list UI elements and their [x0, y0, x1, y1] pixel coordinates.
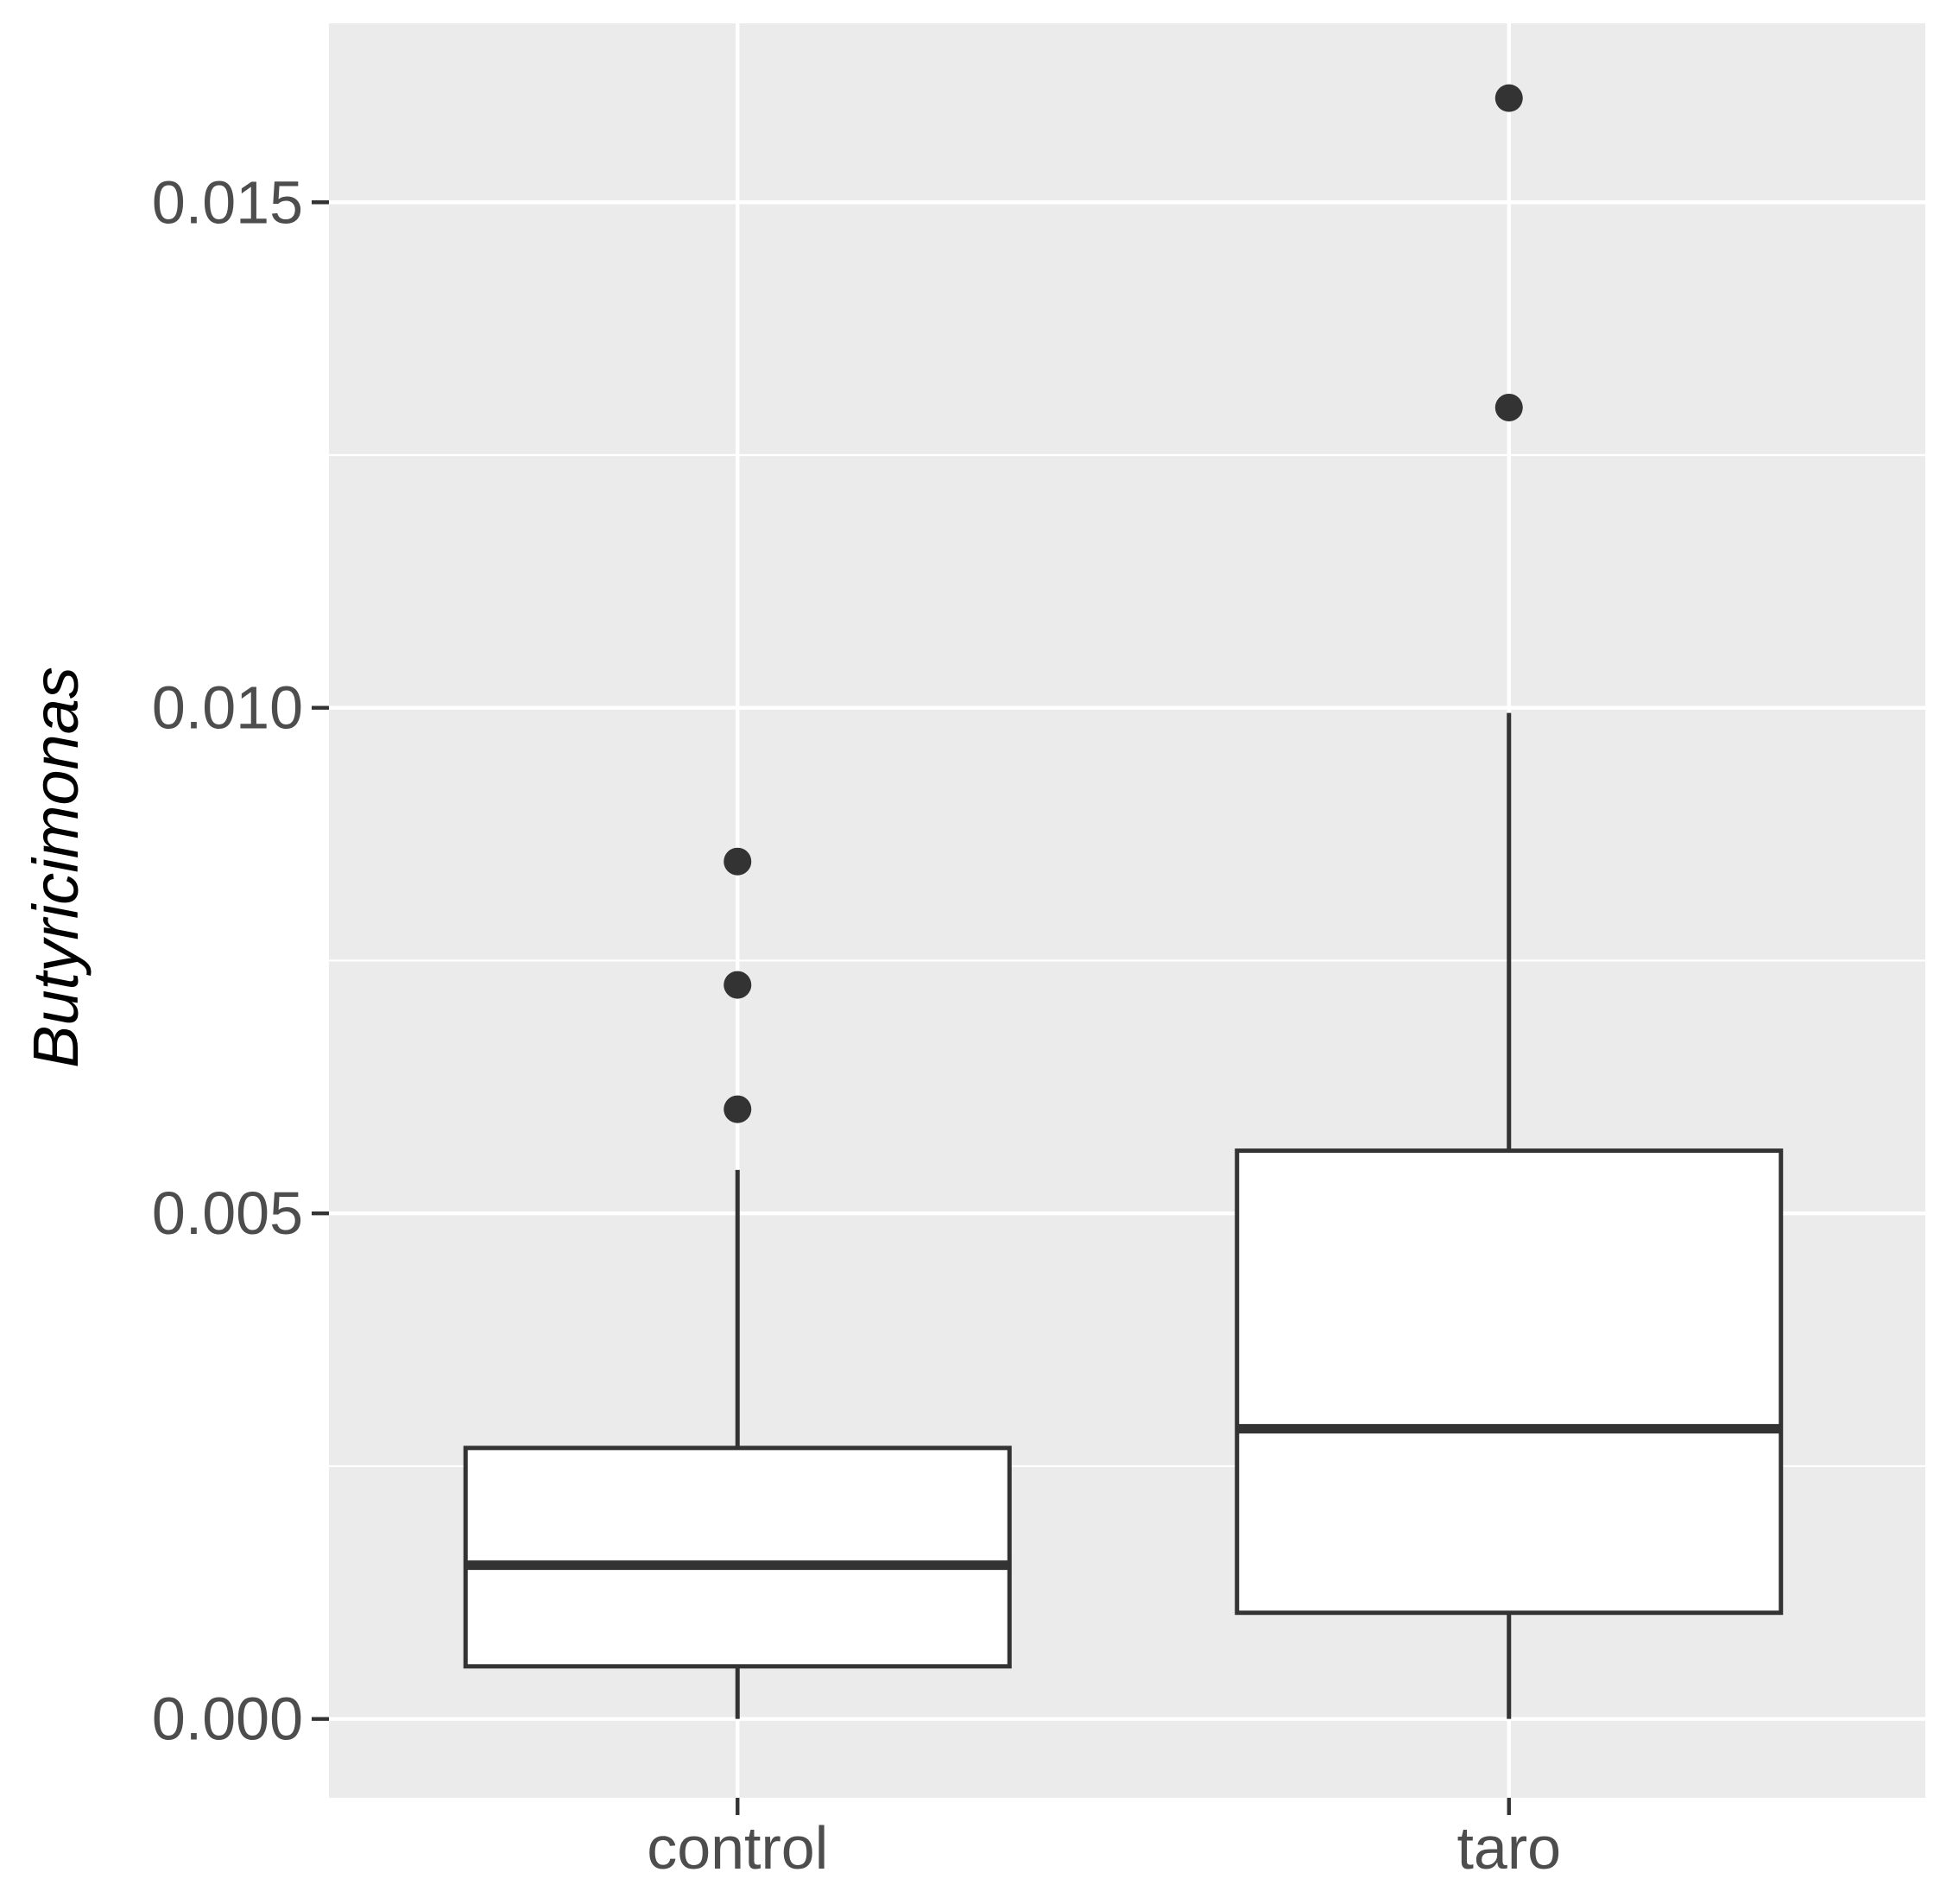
outlier-point: [1494, 84, 1523, 112]
outlier-point: [724, 1095, 752, 1123]
iqr-box: [463, 1445, 1012, 1669]
y-tick-label: 0.010: [152, 674, 303, 742]
outlier-point: [724, 971, 752, 999]
grid-lines: [329, 23, 1925, 1798]
outlier-point: [724, 847, 752, 876]
y-axis-title: Butyricimonas: [20, 667, 92, 1068]
y-tick-label: 0.005: [152, 1180, 303, 1247]
axes: 0.000 0.005 0.010 0.015 control taro: [152, 168, 1561, 1882]
x-tick-label: control: [647, 1814, 828, 1882]
x-tick-label: taro: [1457, 1814, 1561, 1882]
box-taro: [1235, 84, 1784, 1719]
outlier-point: [1494, 393, 1523, 421]
iqr-box: [1235, 1148, 1784, 1616]
y-tick-label: 0.015: [152, 168, 303, 236]
box-control: [463, 847, 1012, 1719]
y-tick-label: 0.000: [152, 1686, 303, 1753]
boxes: [463, 84, 1784, 1719]
